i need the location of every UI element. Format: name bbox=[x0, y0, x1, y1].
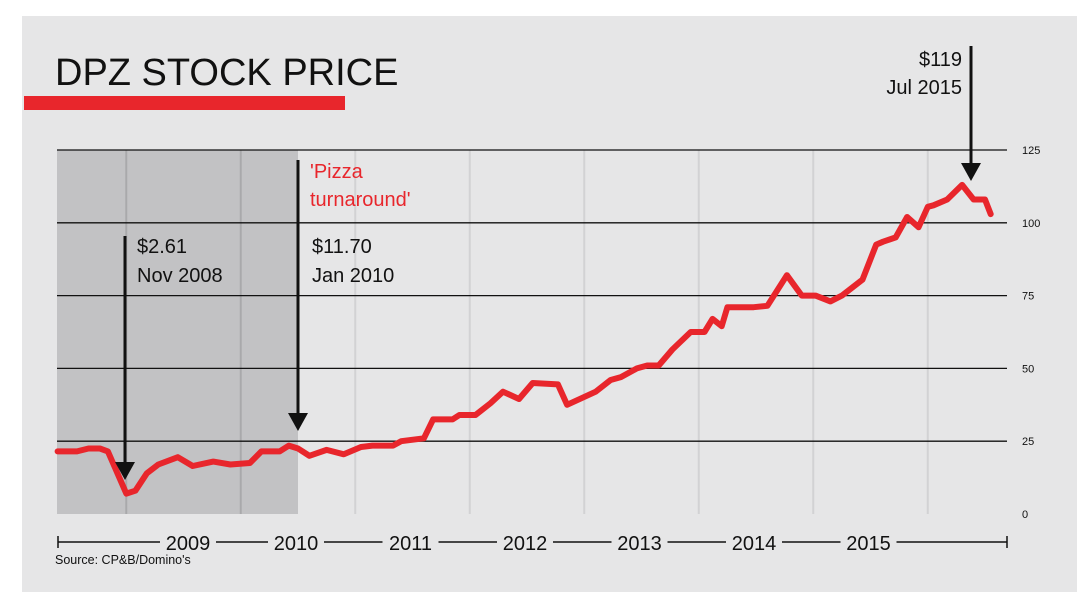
x-tick-label: 2013 bbox=[617, 533, 662, 555]
x-tick-label: 2009 bbox=[166, 533, 211, 555]
x-tick-label: 2014 bbox=[732, 533, 777, 555]
annotation-price: $119 bbox=[919, 49, 962, 71]
annotation-date: Nov 2008 bbox=[137, 265, 223, 287]
horizontal-gridlines bbox=[57, 149, 1007, 442]
chart-title: DPZ STOCK PRICE bbox=[55, 52, 399, 94]
source-note: Source: CP&B/Domino's bbox=[55, 553, 191, 567]
title-underline bbox=[24, 96, 345, 110]
annotation-pizza: 'Pizza bbox=[310, 161, 364, 183]
y-tick-label: 125 bbox=[1022, 145, 1040, 157]
y-tick-label: 100 bbox=[1022, 218, 1040, 230]
x-tick-label: 2010 bbox=[274, 533, 319, 555]
x-tick-label: 2015 bbox=[846, 533, 891, 555]
annotation-price: $11.70 bbox=[312, 236, 372, 258]
annotation-turnaround: turnaround' bbox=[310, 189, 411, 211]
arrow-jan-2010-head bbox=[288, 413, 308, 431]
y-tick-label: 50 bbox=[1022, 363, 1034, 375]
arrow-nov-2008-head bbox=[115, 462, 135, 480]
x-axis: 2009 2010 2011 2012 2013 2014 2015 bbox=[57, 533, 1008, 555]
annotations: $2.61 Nov 2008 'Pizza turnaround' $11.70 Jan … bbox=[115, 46, 981, 480]
series-line-dpz bbox=[54, 181, 994, 497]
y-tick-label: 0 bbox=[1022, 509, 1028, 521]
arrow-jul-2015-head bbox=[961, 163, 981, 181]
y-tick-label: 25 bbox=[1022, 436, 1034, 448]
annotation-date: Jan 2010 bbox=[312, 265, 394, 287]
y-tick-label: 75 bbox=[1022, 291, 1034, 303]
annotation-price: $2.61 bbox=[137, 236, 187, 258]
y-axis-ticks: 0 25 50 75 100 125 bbox=[1022, 145, 1040, 521]
x-tick-label: 2011 bbox=[389, 533, 432, 555]
annotation-date: Jul 2015 bbox=[886, 77, 962, 99]
x-tick-label: 2012 bbox=[503, 533, 548, 555]
